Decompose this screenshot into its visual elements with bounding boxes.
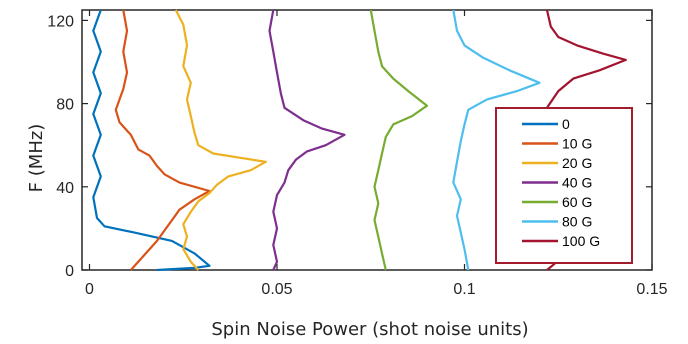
series-line-5 [452, 9, 541, 271]
y-tick-label: 120 [47, 13, 74, 30]
legend-box [495, 107, 633, 264]
x-tick-label: 0.1 [453, 281, 475, 298]
x-tick-label: 0.05 [261, 281, 292, 298]
y-tick-label: 0 [65, 263, 74, 280]
ticks: 0 0.05 0.1 0.15 0 40 80 120 [47, 13, 667, 298]
legend-label: 10 G [562, 136, 592, 152]
series-line-2 [174, 9, 267, 271]
series-line-1 [114, 9, 211, 271]
y-tick-label: 40 [56, 180, 74, 197]
x-axis-title: Spin Noise Power (shot noise units) [211, 319, 528, 340]
legend-label: 20 G [562, 155, 592, 171]
series-line-3 [268, 9, 346, 271]
series-line-0 [92, 9, 211, 272]
legend-label: 60 G [562, 194, 592, 210]
legend-label: 80 G [562, 214, 592, 230]
legend-label: 40 G [562, 175, 592, 191]
legend-label: 0 [562, 116, 570, 132]
x-tick-label: 0.15 [636, 281, 667, 298]
y-tick-label: 80 [56, 97, 74, 114]
legend: 0 10 G 20 G 40 G 60 G 80 G 100 G [495, 107, 633, 264]
legend-label: 100 G [562, 233, 600, 249]
series-line-4 [369, 9, 429, 271]
y-axis-title: F (MHz) [26, 124, 47, 193]
series-lines [92, 9, 627, 272]
x-tick-label: 0 [85, 281, 94, 298]
